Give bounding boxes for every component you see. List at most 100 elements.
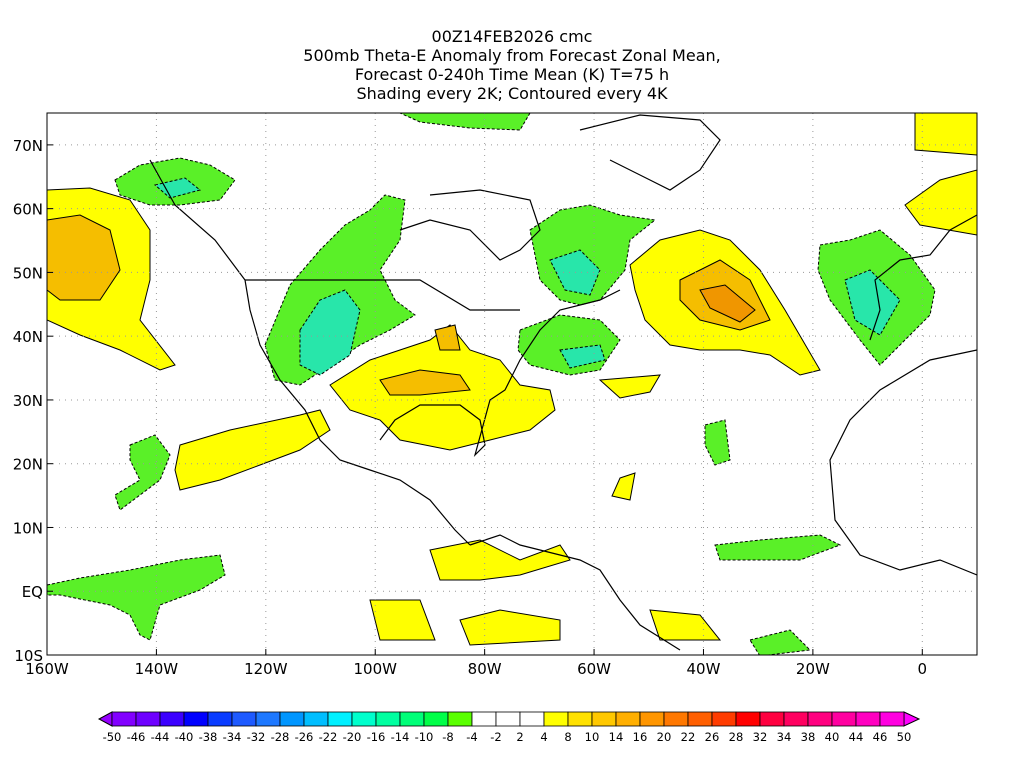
colorbar-box	[831, 711, 857, 727]
colorbar-label: -10	[415, 730, 434, 744]
colorbar-low-arrow	[97, 711, 113, 727]
colorbar-box	[495, 711, 521, 727]
colorbar-box	[231, 711, 257, 727]
colorbar-label: 38	[801, 730, 816, 744]
coastline-north-america-east	[469, 534, 681, 651]
title-line-3: Forecast 0-240h Time Mean (K) T=75 h	[354, 65, 670, 84]
coastline-africa	[829, 349, 977, 576]
colorbar-box	[687, 711, 713, 727]
colorbar-box	[471, 711, 497, 727]
x-tick-label: 120W	[244, 660, 288, 678]
colorbar-box	[879, 711, 905, 727]
colorbar-box	[807, 711, 833, 727]
colorbar-label: -16	[367, 730, 386, 744]
anomaly-south-atlantic-pos	[649, 609, 722, 641]
colorbar-label: -4	[466, 730, 477, 744]
title-line-2: 500mb Theta-E Anomaly from Forecast Zona…	[303, 46, 721, 65]
colorbar-label: -2	[490, 730, 501, 744]
core-europe	[844, 269, 901, 336]
colorbar-label: 50	[897, 730, 912, 744]
colorbar-label: 4	[540, 730, 547, 744]
coastline-greenland	[579, 114, 721, 191]
colorbar-label: 28	[729, 730, 744, 744]
x-tick-label: 0	[918, 660, 928, 678]
y-tick-label: 10S	[14, 647, 43, 665]
core-mid-atlantic-max	[699, 284, 756, 323]
colorbar-box	[135, 711, 161, 727]
colorbar-label: -20	[343, 730, 362, 744]
y-tick-label: 40N	[13, 328, 43, 346]
x-tick-label: 100W	[354, 660, 398, 678]
anomaly-caribbean	[429, 539, 571, 581]
anomaly-small-atlantic	[611, 472, 636, 501]
colorbar-box	[423, 711, 449, 727]
title-line-4: Shading every 2K; Contoured every 4K	[356, 84, 668, 103]
colorbar-box	[567, 711, 593, 727]
colorbar-high-arrow	[903, 711, 921, 727]
colorbar-box	[111, 711, 137, 727]
colorbar-label: 8	[564, 730, 571, 744]
x-tick-label: 140W	[135, 660, 179, 678]
colorbar-box	[783, 711, 809, 727]
colorbar-label: -40	[175, 730, 194, 744]
colorbar-box	[663, 711, 689, 727]
y-tick-label: 30N	[13, 392, 43, 410]
anomaly-tropical-atlantic	[714, 534, 842, 561]
coastline-us-border	[245, 279, 520, 311]
coastline-north-america-west	[149, 159, 471, 546]
colorbar-label: 16	[633, 730, 648, 744]
x-tick-label: 20W	[796, 660, 830, 678]
colorbar-label: -50	[103, 730, 122, 744]
colorbar-box	[615, 711, 641, 727]
coastline-europe	[869, 214, 977, 341]
anomaly-south-atlantic	[749, 629, 812, 655]
colorbar-box	[543, 711, 569, 727]
x-tick-label: 80W	[468, 660, 502, 678]
colorbar-label: -8	[442, 730, 453, 744]
anomaly-subtropical-pacific	[114, 434, 171, 511]
colorbar-box	[399, 711, 425, 727]
colorbar-box	[591, 711, 617, 727]
core-western-us	[299, 289, 361, 376]
colorbar-label: 26	[705, 730, 720, 744]
anomaly-norway	[904, 169, 977, 236]
x-tick-label: 60W	[577, 660, 611, 678]
colorbar-label: 14	[609, 730, 624, 744]
colorbar-label: 40	[825, 730, 840, 744]
y-tick-label: 20N	[13, 456, 43, 474]
anomaly-subtropical-band	[174, 409, 331, 491]
title-line-1: 00Z14FEB2026 cmc	[431, 27, 593, 46]
colorbar-box	[327, 711, 353, 727]
strongest-positive-anomaly	[699, 284, 756, 323]
y-tick-label: 10N	[13, 519, 43, 537]
colorbar-box	[735, 711, 761, 727]
gridlines	[47, 113, 977, 655]
colorbar-box	[351, 711, 377, 727]
anomaly-central-atlantic	[704, 419, 731, 466]
anomaly-tropical-pacific	[47, 554, 226, 641]
y-tick-label: 50N	[13, 264, 43, 282]
colorbar-label: 22	[681, 730, 696, 744]
colorbar-label: 10	[585, 730, 600, 744]
y-tick-label: 70N	[13, 137, 43, 155]
anomaly-greenland-sea	[914, 113, 977, 156]
colorbar-box	[639, 711, 665, 727]
colorbar-label: -34	[223, 730, 242, 744]
colorbar-box	[375, 711, 401, 727]
colorbar-box	[303, 711, 329, 727]
coastline-gulf	[379, 289, 621, 458]
colorbar-label: -22	[319, 730, 338, 744]
core-alaska	[153, 177, 202, 199]
anomaly-west-atlantic	[598, 374, 661, 399]
colorbar-box	[279, 711, 305, 727]
colorbar: -50 -46 -44 -40 -38 -34 -32 -28 -26 -22 -20 -16 -14-…	[97, 711, 921, 744]
colorbar-label: 20	[657, 730, 672, 744]
colorbar-label: 44	[849, 730, 864, 744]
map-frame	[46, 112, 978, 656]
colorbar-label: -44	[151, 730, 170, 744]
x-tick-label: 40W	[687, 660, 721, 678]
colorbar-label: -14	[391, 730, 410, 744]
y-tick-label: EQ	[22, 583, 43, 601]
